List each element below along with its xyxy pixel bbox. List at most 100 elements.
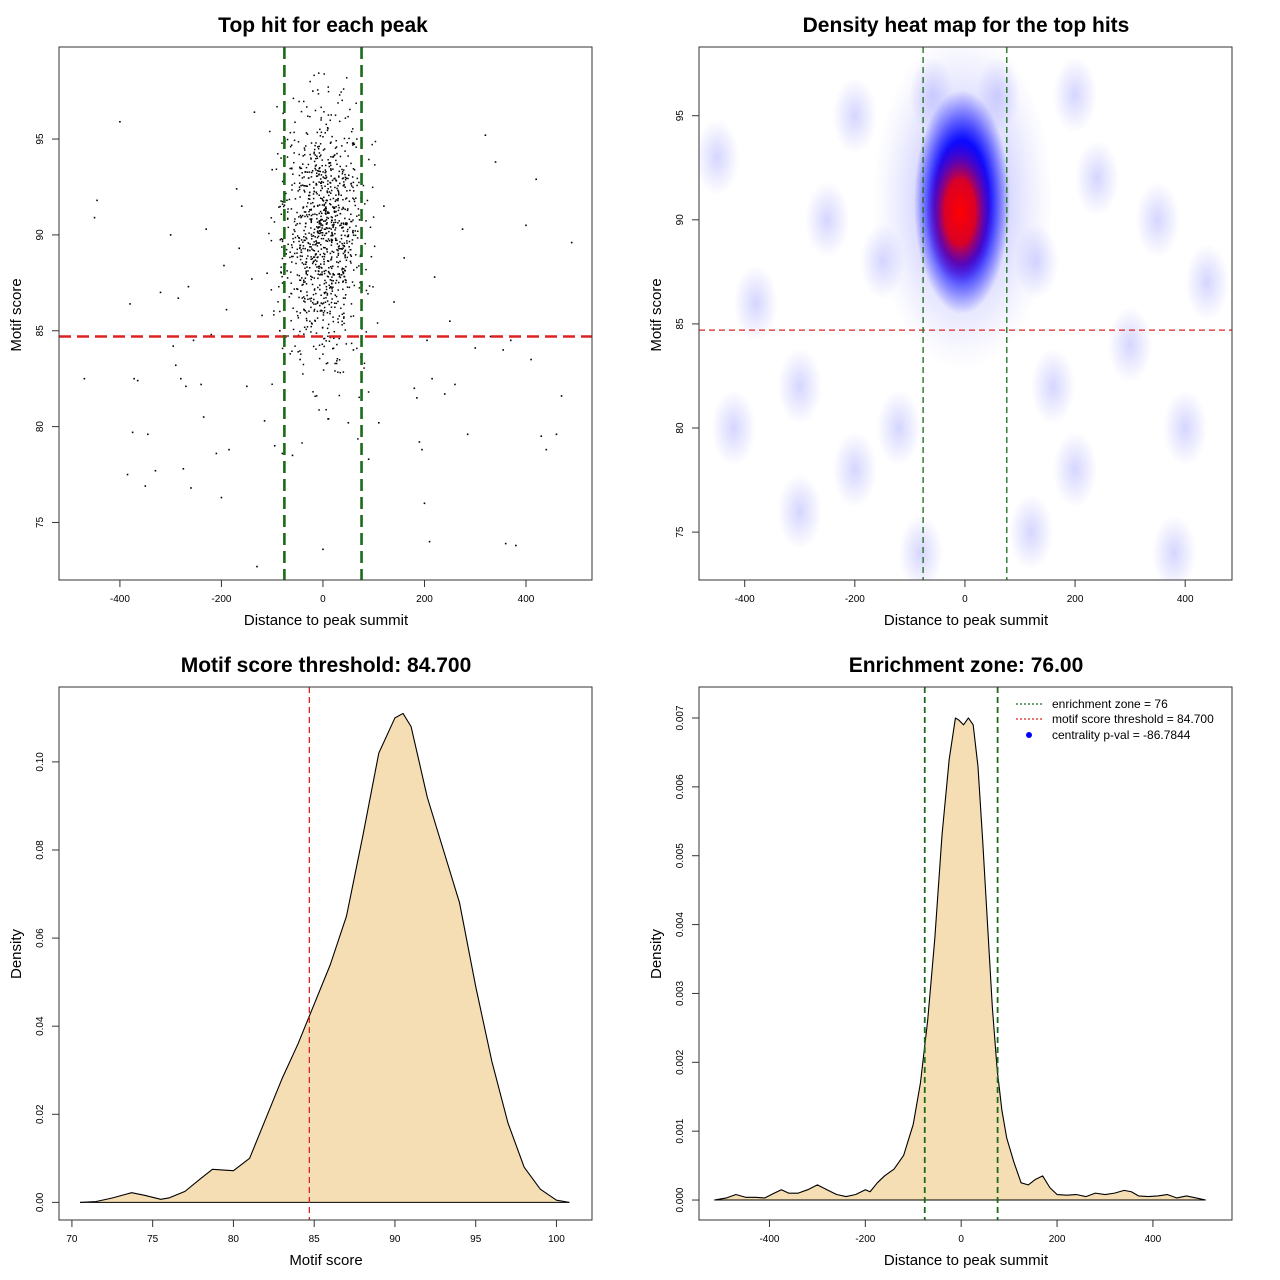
scatter-point — [304, 171, 307, 173]
legend-centrality-label: centrality p-val = -86.7844 — [1052, 728, 1191, 742]
scatter-point — [310, 202, 312, 205]
scatter-point — [322, 314, 325, 316]
scatter-point — [295, 224, 297, 226]
scatter-point — [321, 327, 324, 329]
scatter-point — [332, 347, 335, 350]
scatter-point — [345, 197, 348, 199]
scatter-point — [367, 391, 370, 393]
scatter-point — [337, 254, 340, 256]
scatter-point — [304, 281, 306, 283]
scatter-point — [350, 315, 352, 318]
scatter-point — [308, 210, 310, 213]
scatter-point — [332, 320, 335, 323]
scatter-point — [342, 206, 344, 209]
scatter-point — [308, 213, 310, 216]
scatter-point — [368, 158, 370, 161]
scatter-point — [293, 152, 295, 154]
scatter-point — [319, 288, 321, 291]
scatter-point — [304, 310, 307, 312]
x-tick-label: -200 — [845, 594, 865, 605]
scatter-point — [342, 281, 344, 283]
scatter-point — [310, 246, 312, 248]
x-tick-label: -400 — [735, 594, 755, 605]
scatter-point — [311, 283, 314, 286]
scatter-point — [340, 237, 343, 240]
scatter-point — [329, 162, 332, 164]
scatter-point — [346, 240, 348, 242]
scatter-point — [334, 221, 337, 224]
scatter-point — [300, 239, 303, 241]
scatter-point — [308, 232, 310, 234]
scatter-point — [305, 270, 307, 272]
scatter-point — [318, 223, 321, 225]
enrichment-zone-x-axis: -400 -200 0 200 400 — [759, 1220, 1162, 1245]
scatter-point — [320, 117, 323, 119]
scatter-point — [312, 249, 314, 251]
scatter-point — [311, 262, 314, 265]
scatter-point — [299, 330, 301, 333]
scatter-point — [363, 362, 366, 365]
scatter-point — [346, 209, 349, 212]
scatter-point — [310, 233, 313, 236]
scatter-point — [324, 207, 327, 210]
scatter-point — [332, 265, 334, 267]
scatter-point — [325, 285, 328, 288]
scatter-point — [350, 182, 353, 185]
scatter-point — [315, 191, 318, 194]
scatter-point — [358, 287, 361, 289]
scatter-point — [327, 127, 329, 130]
scatter-point — [338, 192, 340, 194]
heatmap-y-axis: 75 80 85 90 95 — [675, 110, 699, 538]
scatter-point — [318, 181, 320, 183]
scatter-point — [309, 298, 311, 300]
scatter-point — [294, 236, 297, 239]
scatter-point — [318, 72, 320, 74]
scatter-point — [325, 206, 327, 208]
scatter-point — [306, 133, 309, 135]
scatter-point — [323, 204, 325, 207]
scatter-point — [319, 226, 321, 228]
scatter-point — [359, 281, 361, 284]
scatter-point — [343, 137, 346, 140]
scatter-point — [314, 263, 317, 266]
scatter-point — [309, 153, 311, 156]
scatter-point — [246, 385, 248, 388]
scatter-point — [301, 277, 303, 279]
scatter-point — [330, 221, 333, 224]
heatmap-faint-blob — [1031, 348, 1076, 425]
scatter-point — [288, 296, 291, 298]
scatter-point — [289, 167, 291, 170]
scatter-point — [330, 306, 333, 308]
scatter-point — [339, 241, 341, 243]
scatter-point — [342, 271, 344, 273]
scatter-point — [303, 300, 305, 302]
enrichment-zone-legend: enrichment zone = 76 motif score thresho… — [1016, 697, 1214, 742]
scatter-point — [334, 232, 336, 235]
scatter-point — [282, 205, 285, 208]
scatter-point — [570, 241, 573, 244]
scatter-point — [322, 181, 325, 184]
scatter-point — [298, 182, 301, 184]
scatter-point — [342, 297, 345, 299]
scatter-point — [339, 371, 342, 374]
scatter-point — [328, 202, 331, 205]
scatter-point — [352, 186, 354, 189]
scatter-point — [326, 248, 328, 250]
heatmap-faint-blob — [1163, 390, 1208, 467]
scatter-point — [331, 276, 333, 278]
scatter-point — [329, 312, 331, 315]
scatter-point — [504, 542, 507, 545]
scatter-point — [331, 290, 334, 292]
scatter-point — [304, 277, 307, 279]
y-tick-label: 0.007 — [675, 705, 686, 730]
scatter-point — [323, 255, 326, 258]
scatter-point — [318, 204, 321, 206]
scatter-point — [312, 243, 314, 246]
scatter-point — [332, 286, 334, 289]
scatter-point — [338, 273, 340, 275]
scatter-point — [321, 224, 324, 226]
scatter-point — [192, 339, 195, 342]
scatter-point — [280, 272, 283, 274]
scatter-point — [314, 165, 317, 167]
scatter-point — [300, 167, 303, 170]
